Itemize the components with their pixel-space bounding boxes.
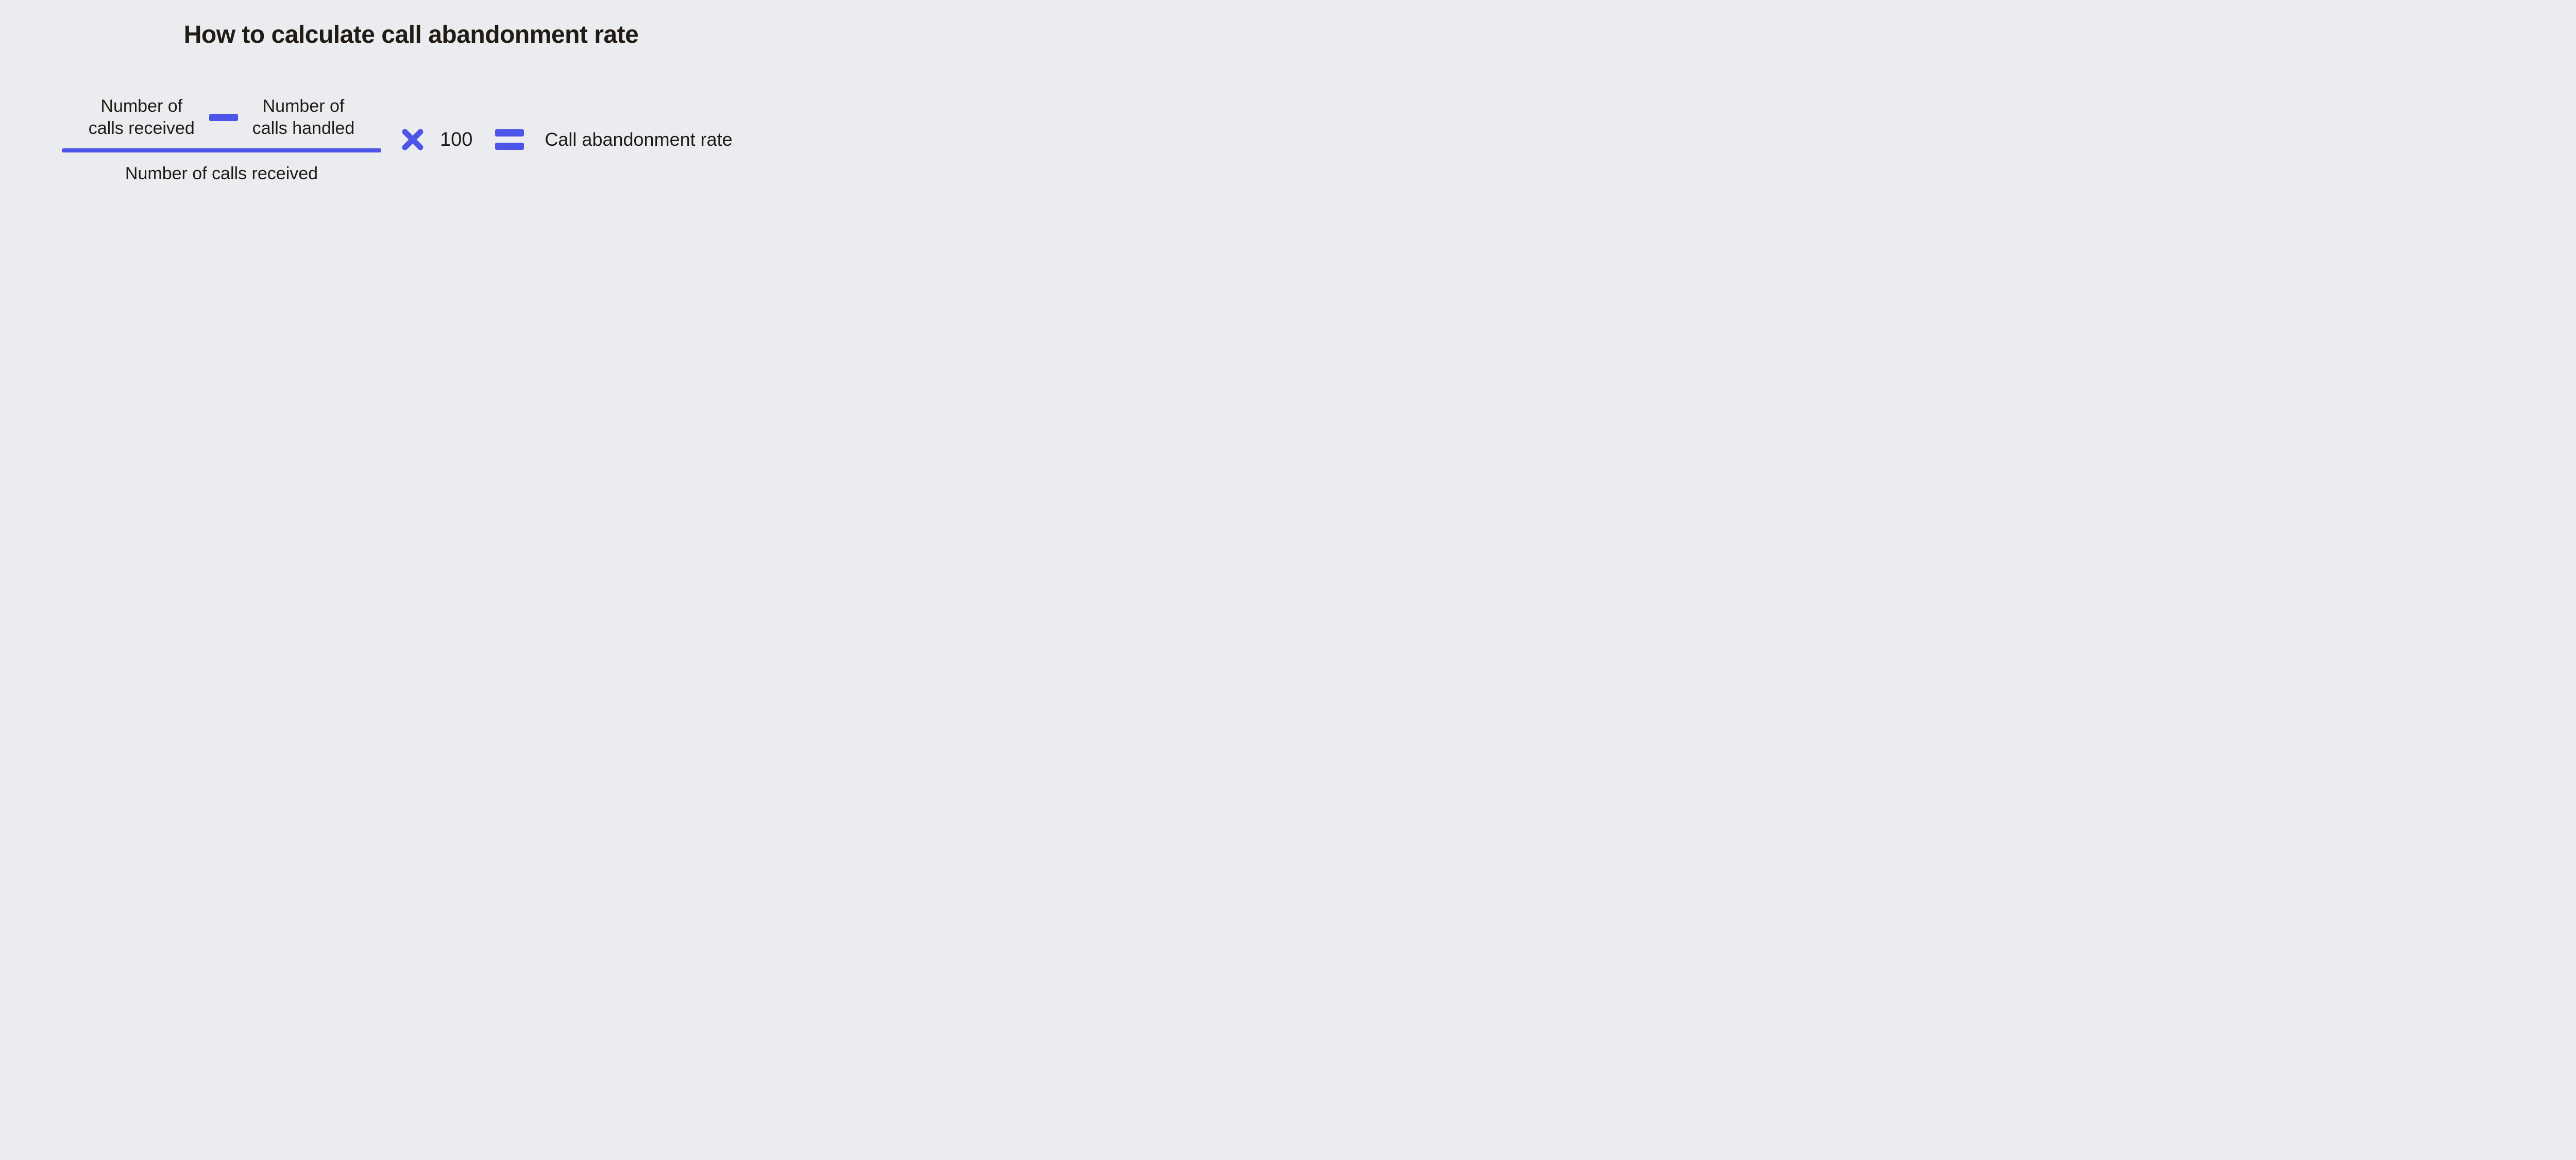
fraction-divider — [62, 148, 381, 152]
numerator-right-term: Number of calls handled — [252, 95, 354, 139]
denominator: Number of calls received — [125, 152, 318, 184]
equals-bar-bottom — [495, 143, 524, 150]
numerator-right-line2: calls handled — [252, 118, 354, 138]
numerator-left-term: Number of calls received — [89, 95, 195, 139]
equals-icon — [495, 129, 524, 150]
numerator-left-line2: calls received — [89, 118, 195, 138]
page-title: How to calculate call abandonment rate — [0, 21, 822, 49]
multiplier-value: 100 — [440, 129, 472, 151]
numerator-right-line1: Number of — [263, 96, 345, 116]
numerator: Number of calls received Number of calls… — [83, 95, 360, 148]
numerator-left-line1: Number of — [100, 96, 182, 116]
equals-bar-top — [495, 129, 524, 137]
fraction: Number of calls received Number of calls… — [62, 95, 381, 184]
minus-icon — [209, 114, 238, 121]
multiply-icon — [402, 129, 423, 150]
formula-container: Number of calls received Number of calls… — [0, 95, 822, 184]
result-label: Call abandonment rate — [545, 129, 732, 150]
